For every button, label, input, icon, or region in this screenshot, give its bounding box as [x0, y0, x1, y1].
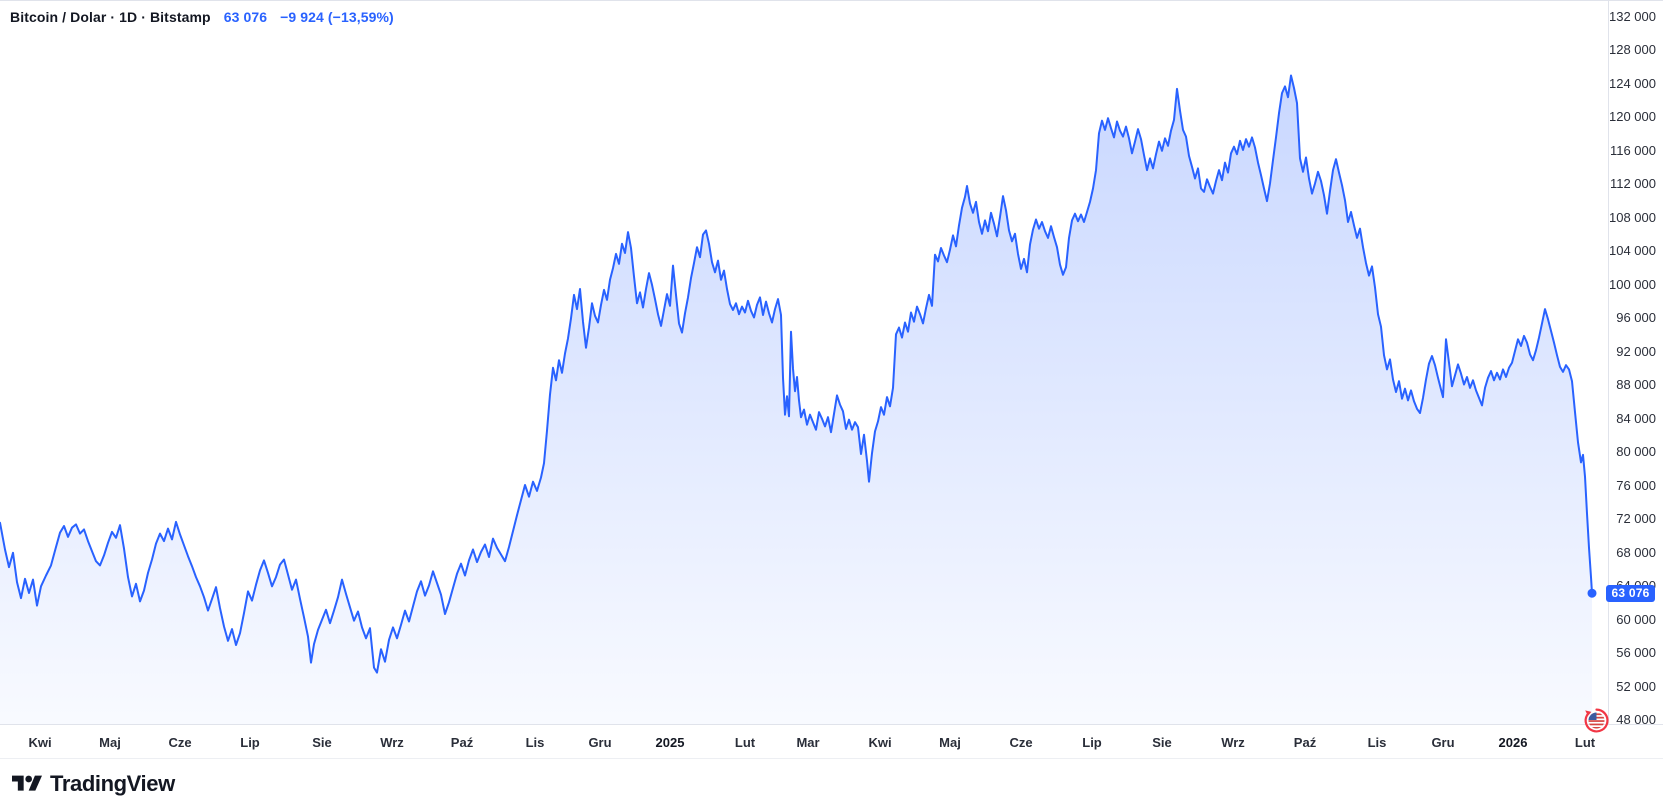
y-axis-label: 96 000 [1616, 310, 1656, 325]
time-label-month: Lip [1082, 735, 1102, 750]
last-price-badge: 63 076 [1606, 585, 1655, 602]
time-label-month: Kwi [868, 735, 892, 750]
y-axis-label: 56 000 [1616, 645, 1656, 660]
y-axis-label: 76 000 [1616, 478, 1656, 493]
price-scale[interactable]: 63 076 132 000 128 000 124 000 120 000 116 0… [1584, 1, 1663, 733]
last-price-dot [1587, 588, 1597, 598]
time-label-month: Maj [939, 735, 961, 750]
time-scale[interactable]: Kwi Maj Cze Lip Sie Wrz Paź Lis Gru 2025 Lut Mar Kwi… [0, 724, 1663, 758]
time-label-year: 2026 [1498, 735, 1528, 750]
symbol-title[interactable]: Bitcoin / Dolar · 1D · Bitstamp [10, 9, 211, 25]
y-axis-label: 84 000 [1616, 411, 1656, 426]
price-chart-canvas[interactable]: Bitcoin / Dolar · 1D · Bitstamp 63 076 −… [0, 1, 1608, 724]
time-label-month: Cze [168, 735, 192, 750]
area-fill [0, 75, 1592, 724]
y-axis-label: 92 000 [1616, 344, 1656, 359]
time-label-month: Kwi [28, 735, 52, 750]
time-label-month: Lis [525, 735, 545, 750]
y-axis-label: 100 000 [1609, 277, 1656, 292]
time-label-month: Lut [734, 735, 756, 750]
time-label-month: Paź [1293, 735, 1317, 750]
footer-bar: TradingView [0, 758, 1663, 807]
brand-name: TradingView [50, 771, 175, 796]
y-axis-label: 108 000 [1609, 210, 1656, 225]
y-axis-label: 128 000 [1609, 42, 1656, 57]
time-label-month: Sie [312, 735, 332, 750]
y-axis-label: 120 000 [1609, 109, 1656, 124]
time-label-month: Cze [1009, 735, 1033, 750]
y-axis-label: 104 000 [1609, 243, 1656, 258]
time-label-month: Wrz [1221, 735, 1245, 750]
time-label-month: Paź [450, 735, 474, 750]
y-axis-label: 124 000 [1609, 76, 1656, 91]
y-axis-label: 116 000 [1609, 143, 1656, 158]
y-axis-label: 80 000 [1616, 444, 1656, 459]
time-label-month: Lis [1367, 735, 1387, 750]
last-price-value: 63 076 [223, 9, 268, 25]
y-axis-label: 60 000 [1616, 612, 1656, 627]
time-label-month: Sie [1152, 735, 1172, 750]
y-axis-label: 48 000 [1616, 712, 1656, 727]
time-label-month: Wrz [380, 735, 404, 750]
y-axis-label: 132 000 [1609, 9, 1656, 24]
y-axis-label: 72 000 [1616, 511, 1656, 526]
chart-legend[interactable]: Bitcoin / Dolar · 1D · Bitstamp 63 076 −… [10, 9, 394, 25]
y-axis-label: 52 000 [1616, 679, 1656, 694]
price-change-value: −9 924 (−13,59%) [280, 9, 394, 25]
y-axis-label: 68 000 [1616, 545, 1656, 560]
time-label-year: 2025 [655, 735, 685, 750]
tradingview-logo-icon [12, 775, 42, 791]
price-series-svg [0, 74, 1597, 724]
tradingview-logo[interactable]: TradingView [12, 771, 175, 797]
y-axis-label: 112 000 [1609, 176, 1656, 191]
time-label-month: Maj [99, 735, 121, 750]
time-label-month: Mar [796, 735, 820, 750]
time-label-month: Gru [588, 735, 612, 750]
currency-toggle-icon[interactable] [1583, 707, 1610, 739]
y-axis-label: 88 000 [1616, 377, 1656, 392]
us-flag-refresh-icon [1584, 708, 1609, 733]
price-line [0, 74, 1593, 674]
time-label-month: Gru [1431, 735, 1455, 750]
time-label-month: Lip [240, 735, 260, 750]
time-label-month: Lut [1574, 735, 1596, 750]
